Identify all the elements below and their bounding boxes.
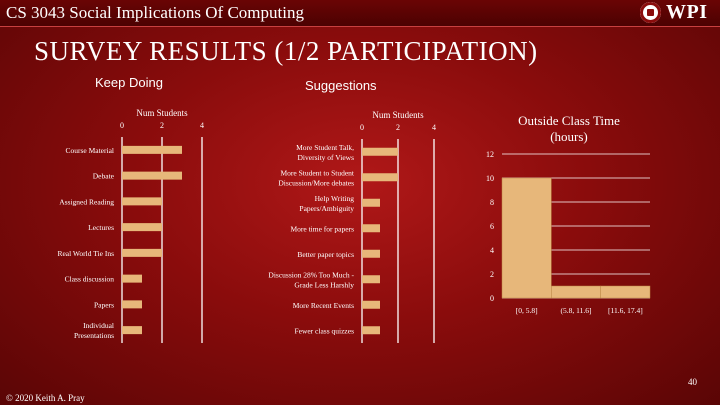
category-label: Real World Tie Ins (57, 249, 114, 258)
header-bar: CS 3043 Social Implications Of Computing… (0, 0, 720, 27)
tick-label: 4 (200, 121, 204, 130)
category-label: More time for papers (290, 224, 354, 233)
category-label: Help Writing (315, 194, 355, 203)
bar (362, 198, 380, 207)
category-label: Fewer class quizzes (294, 326, 354, 335)
bar (122, 248, 162, 257)
bar (551, 285, 601, 299)
bar (122, 326, 142, 335)
category-label: More Student to Student (280, 168, 354, 177)
tick-label: 12 (486, 150, 494, 159)
page-number: 40 (688, 377, 697, 387)
bar (122, 197, 162, 206)
bar (362, 326, 380, 335)
category-label: Assigned Reading (59, 197, 114, 206)
tick-label: 0 (120, 121, 124, 130)
axis-title: Num Students (136, 108, 188, 118)
category-label: (5.8, 11.6] (561, 306, 592, 315)
copyright: © 2020 Keith A. Pray (6, 393, 85, 403)
category-label: Debate (93, 172, 115, 181)
course-title: CS 3043 Social Implications Of Computing (6, 3, 304, 22)
category-label: More Recent Events (293, 301, 354, 310)
bar (122, 223, 162, 232)
bar (122, 171, 182, 180)
chart-title: Outside Class Time (518, 113, 620, 128)
bar (362, 173, 398, 182)
wpi-seal-icon (640, 2, 661, 23)
category-label: Grade Less Harshly (294, 280, 354, 289)
bar (501, 177, 552, 299)
bar (600, 285, 651, 299)
bar (362, 224, 380, 233)
slide-title: SURVEY RESULTS (1/2 PARTICIPATION) (34, 36, 538, 66)
tick-label: 4 (490, 246, 494, 255)
category-label: [0, 5.8] (516, 306, 538, 315)
chart-title: (hours) (550, 129, 588, 144)
category-label: [11.6, 17.4] (608, 306, 643, 315)
tick-label: 6 (490, 222, 494, 231)
category-label: Papers (94, 300, 114, 309)
bar (122, 145, 182, 154)
category-label: More Student Talk, (296, 143, 354, 152)
bar (362, 147, 398, 156)
logo-text: WPI (666, 1, 708, 23)
tick-label: 4 (432, 123, 436, 132)
category-label: Lectures (88, 223, 114, 232)
bar (122, 274, 142, 283)
category-label: Course Material (65, 146, 114, 155)
category-label: Class discussion (65, 275, 115, 284)
section-heading-suggestions: Suggestions (305, 78, 377, 93)
category-label: Discussion/More debates (278, 178, 354, 187)
tick-label: 2 (160, 121, 164, 130)
bar (362, 275, 380, 284)
category-label: Discussion 28% Too Much - (268, 270, 354, 279)
tick-label: 0 (490, 294, 494, 303)
wpi-logo: WPI (640, 1, 718, 24)
category-label: Presentations (74, 331, 114, 340)
bar (122, 300, 142, 309)
axis-title: Num Students (372, 110, 424, 120)
tick-label: 2 (490, 270, 494, 279)
tick-label: 8 (490, 198, 494, 207)
section-heading-keep-doing: Keep Doing (95, 75, 163, 90)
category-label: Better paper topics (297, 250, 354, 259)
tick-label: 0 (360, 123, 364, 132)
category-label: Diversity of Views (298, 153, 355, 162)
category-label: Papers/Ambiguity (299, 204, 354, 213)
tick-label: 10 (486, 174, 494, 183)
bar (362, 249, 380, 258)
category-label: Individual (83, 321, 114, 330)
tick-label: 2 (396, 123, 400, 132)
bar (362, 300, 380, 309)
